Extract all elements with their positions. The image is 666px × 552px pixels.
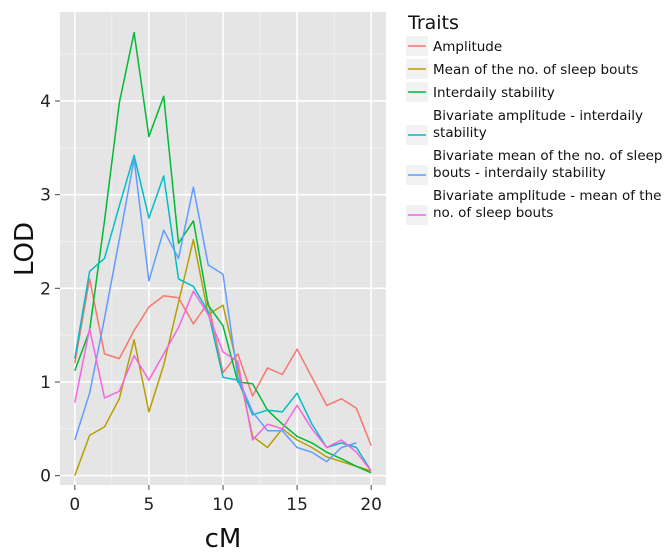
y-tick-label: 3 (40, 186, 51, 206)
legend-label-2: Mean of the no. of sleep bouts (433, 62, 638, 78)
legend-label-6: no. of sleep bouts (433, 205, 553, 221)
x-tick-label: 5 (143, 495, 154, 515)
legend-label-4: stability (433, 125, 487, 141)
x-tick-label: 15 (286, 495, 308, 515)
series-line-3 (74, 31, 372, 474)
series-line-4 (74, 154, 372, 472)
series-layer (74, 31, 372, 476)
legend-items: Amplitude Mean of the no. of sleep bouts I… (406, 36, 663, 225)
legend-label-6: Bivariate amplitude - mean of the (433, 188, 661, 204)
x-tick-label: 20 (360, 495, 382, 515)
y-axis: 0 1 2 3 4 (40, 92, 60, 487)
legend-title: Traits (407, 12, 459, 34)
legend-label-5: Bivariate mean of the no. of sleep (433, 148, 663, 164)
legend-label-3: Interdaily stability (433, 85, 555, 101)
x-tick-label: 10 (212, 495, 234, 515)
y-axis-title: LOD (10, 222, 40, 276)
legend: Traits Amplitude Mean of the no. of sleep… (406, 12, 663, 225)
legend-label-1: Amplitude (433, 39, 502, 55)
x-axis-title: cM (205, 524, 242, 552)
y-tick-label: 1 (40, 373, 51, 393)
series-line-1 (74, 278, 372, 446)
grid-major (60, 12, 386, 485)
y-tick-label: 2 (40, 279, 51, 299)
x-axis: 0 5 10 15 20 (69, 485, 382, 515)
series-line-6 (74, 290, 372, 472)
legend-label-4: Bivariate amplitude - interdaily (433, 108, 643, 124)
y-tick-label: 0 (40, 467, 51, 487)
y-tick-label: 4 (40, 92, 51, 112)
legend-label-5: bouts - interdaily stability (433, 165, 606, 181)
series-line-5 (74, 158, 357, 463)
x-tick-label: 0 (69, 495, 80, 515)
